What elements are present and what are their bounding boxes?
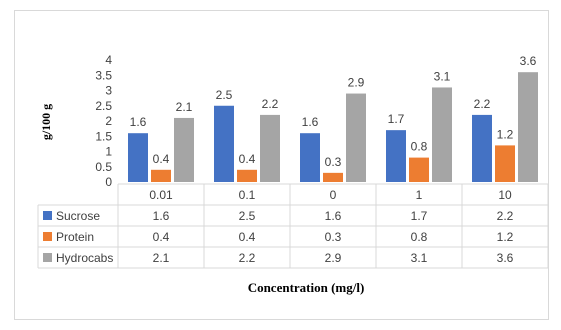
table-cell: 2.2 xyxy=(497,209,514,223)
y-tick-label: 2.5 xyxy=(95,99,112,113)
data-label: 0.8 xyxy=(411,140,428,154)
legend-swatch xyxy=(43,232,52,241)
table-cell: 0.3 xyxy=(325,230,342,244)
bar-hydrocabs xyxy=(346,93,366,182)
y-tick-label: 3.5 xyxy=(95,68,112,82)
table-cell: 1.7 xyxy=(411,209,428,223)
y-tick-label: 2 xyxy=(105,114,112,128)
table-cell: 2.2 xyxy=(239,251,256,265)
legend-swatch xyxy=(43,253,52,262)
table-cell: 2.1 xyxy=(153,251,170,265)
legend-swatch xyxy=(43,211,52,220)
y-tick-label: 1 xyxy=(105,145,112,159)
y-tick-label: 1.5 xyxy=(95,129,112,143)
data-label: 0.4 xyxy=(239,152,256,166)
bar-protein xyxy=(151,169,171,182)
y-tick-label: 3 xyxy=(105,84,112,98)
bar-sucrose xyxy=(386,130,406,182)
y-tick-label: 4 xyxy=(105,53,112,67)
bar-protein xyxy=(323,172,343,182)
bar-sucrose xyxy=(128,133,148,182)
data-label: 3.6 xyxy=(520,54,537,68)
data-label: 0.3 xyxy=(325,155,342,169)
table-cell: 1.6 xyxy=(325,209,342,223)
data-label: 2.2 xyxy=(474,97,491,111)
table-cell: 1.2 xyxy=(497,230,514,244)
table-cell: 1.6 xyxy=(153,209,170,223)
table-cell: 2.5 xyxy=(239,209,256,223)
bar-sucrose xyxy=(300,133,320,182)
category-label: 0.01 xyxy=(149,188,173,202)
data-label: 2.5 xyxy=(216,88,233,102)
bar-hydrocabs xyxy=(260,114,280,182)
legend-entry: Protein xyxy=(56,230,94,244)
x-axis-label: Concentration (mg/l) xyxy=(248,280,365,295)
category-label: 10 xyxy=(498,188,512,202)
table-cell: 0.8 xyxy=(411,230,428,244)
data-label: 1.7 xyxy=(388,112,405,126)
bar-protein xyxy=(409,157,429,182)
bar-protein xyxy=(237,169,257,182)
category-label: 1 xyxy=(416,188,423,202)
data-label: 1.2 xyxy=(497,127,514,141)
table-cell: 2.9 xyxy=(325,251,342,265)
category-label: 0 xyxy=(330,188,337,202)
table-cell: 0.4 xyxy=(239,230,256,244)
y-tick-label: 0 xyxy=(105,175,112,189)
table-cell: 3.6 xyxy=(497,251,514,265)
data-label: 2.2 xyxy=(262,97,279,111)
data-label: 2.9 xyxy=(348,76,365,90)
legend-entry: Hydrocabs xyxy=(56,251,113,265)
category-label: 0.1 xyxy=(239,188,256,202)
data-label: 2.1 xyxy=(176,100,193,114)
bar-hydrocabs xyxy=(174,117,194,182)
data-label: 1.6 xyxy=(130,115,147,129)
bar-hydrocabs xyxy=(432,87,452,182)
y-axis-label: g/100 g xyxy=(39,104,53,140)
data-label: 1.6 xyxy=(302,115,319,129)
table-cell: 0.4 xyxy=(153,230,170,244)
y-tick-label: 0.5 xyxy=(95,160,112,174)
data-label: 3.1 xyxy=(434,69,451,83)
bar-sucrose xyxy=(472,114,492,182)
bar-hydrocabs xyxy=(518,72,538,182)
data-label: 0.4 xyxy=(153,152,170,166)
legend-entry: Sucrose xyxy=(56,209,100,223)
table-cell: 3.1 xyxy=(411,251,428,265)
bar-sucrose xyxy=(214,105,234,182)
bar-protein xyxy=(495,145,515,182)
